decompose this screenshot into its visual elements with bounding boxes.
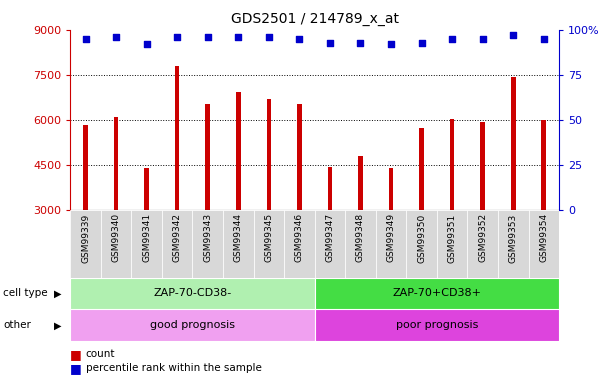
Text: poor prognosis: poor prognosis bbox=[396, 320, 478, 330]
Text: ■: ■ bbox=[70, 362, 82, 375]
Text: GSM99342: GSM99342 bbox=[173, 213, 181, 262]
Point bbox=[172, 34, 182, 40]
Bar bbox=[315, 210, 345, 278]
Point bbox=[508, 32, 518, 38]
Bar bbox=[345, 210, 376, 278]
Bar bbox=[315, 278, 559, 309]
Bar bbox=[144, 168, 149, 210]
Text: ZAP-70-CD38-: ZAP-70-CD38- bbox=[153, 288, 232, 298]
Text: GSM99339: GSM99339 bbox=[81, 213, 90, 262]
Point bbox=[81, 36, 90, 42]
Text: GSM99345: GSM99345 bbox=[265, 213, 273, 262]
Title: GDS2501 / 214789_x_at: GDS2501 / 214789_x_at bbox=[231, 12, 398, 26]
Bar bbox=[511, 76, 516, 210]
Bar bbox=[101, 210, 131, 278]
Bar bbox=[223, 210, 254, 278]
Text: GSM99343: GSM99343 bbox=[203, 213, 212, 262]
Text: GSM99340: GSM99340 bbox=[112, 213, 120, 262]
Bar bbox=[358, 156, 363, 210]
Text: GSM99354: GSM99354 bbox=[540, 213, 548, 262]
Bar bbox=[327, 166, 332, 210]
Text: percentile rank within the sample: percentile rank within the sample bbox=[86, 363, 262, 373]
Point bbox=[539, 36, 549, 42]
Point bbox=[233, 34, 243, 40]
Bar bbox=[541, 120, 546, 210]
Point bbox=[264, 34, 274, 40]
Text: ▶: ▶ bbox=[54, 288, 62, 298]
Point bbox=[447, 36, 457, 42]
Bar bbox=[498, 210, 529, 278]
Bar bbox=[480, 122, 485, 210]
Text: GSM99351: GSM99351 bbox=[448, 213, 456, 262]
Bar bbox=[175, 66, 180, 210]
Point bbox=[417, 40, 426, 46]
Text: GSM99344: GSM99344 bbox=[234, 213, 243, 262]
Text: GSM99349: GSM99349 bbox=[387, 213, 395, 262]
Bar bbox=[389, 168, 393, 210]
Bar bbox=[192, 210, 223, 278]
Text: GSM99348: GSM99348 bbox=[356, 213, 365, 262]
Text: count: count bbox=[86, 350, 115, 359]
Text: GSM99347: GSM99347 bbox=[326, 213, 334, 262]
Point bbox=[142, 41, 152, 47]
Text: GSM99350: GSM99350 bbox=[417, 213, 426, 262]
Bar bbox=[406, 210, 437, 278]
Text: GSM99341: GSM99341 bbox=[142, 213, 151, 262]
Bar bbox=[266, 99, 271, 210]
Bar bbox=[437, 210, 467, 278]
Text: ▶: ▶ bbox=[54, 320, 62, 330]
Text: GSM99346: GSM99346 bbox=[295, 213, 304, 262]
Bar bbox=[376, 210, 406, 278]
Bar bbox=[162, 210, 192, 278]
Point bbox=[478, 36, 488, 42]
Bar bbox=[467, 210, 498, 278]
Text: ZAP-70+CD38+: ZAP-70+CD38+ bbox=[392, 288, 481, 298]
Point bbox=[203, 34, 213, 40]
Point bbox=[386, 41, 396, 47]
Bar bbox=[284, 210, 315, 278]
Bar bbox=[70, 309, 315, 341]
Point bbox=[325, 40, 335, 46]
Bar bbox=[297, 104, 302, 210]
Text: ■: ■ bbox=[70, 348, 82, 361]
Point bbox=[111, 34, 121, 40]
Text: other: other bbox=[3, 320, 31, 330]
Point bbox=[295, 36, 304, 42]
Text: GSM99353: GSM99353 bbox=[509, 213, 518, 262]
Bar bbox=[254, 210, 284, 278]
Text: cell type: cell type bbox=[3, 288, 48, 298]
Bar bbox=[131, 210, 162, 278]
Bar bbox=[315, 309, 559, 341]
Bar bbox=[236, 92, 241, 210]
Bar bbox=[114, 117, 119, 210]
Bar bbox=[419, 128, 424, 210]
Bar bbox=[205, 104, 210, 210]
Bar bbox=[529, 210, 559, 278]
Text: GSM99352: GSM99352 bbox=[478, 213, 487, 262]
Bar bbox=[70, 210, 101, 278]
Bar bbox=[83, 124, 88, 210]
Point bbox=[356, 40, 365, 46]
Text: good prognosis: good prognosis bbox=[150, 320, 235, 330]
Bar bbox=[450, 118, 455, 210]
Bar bbox=[70, 278, 315, 309]
